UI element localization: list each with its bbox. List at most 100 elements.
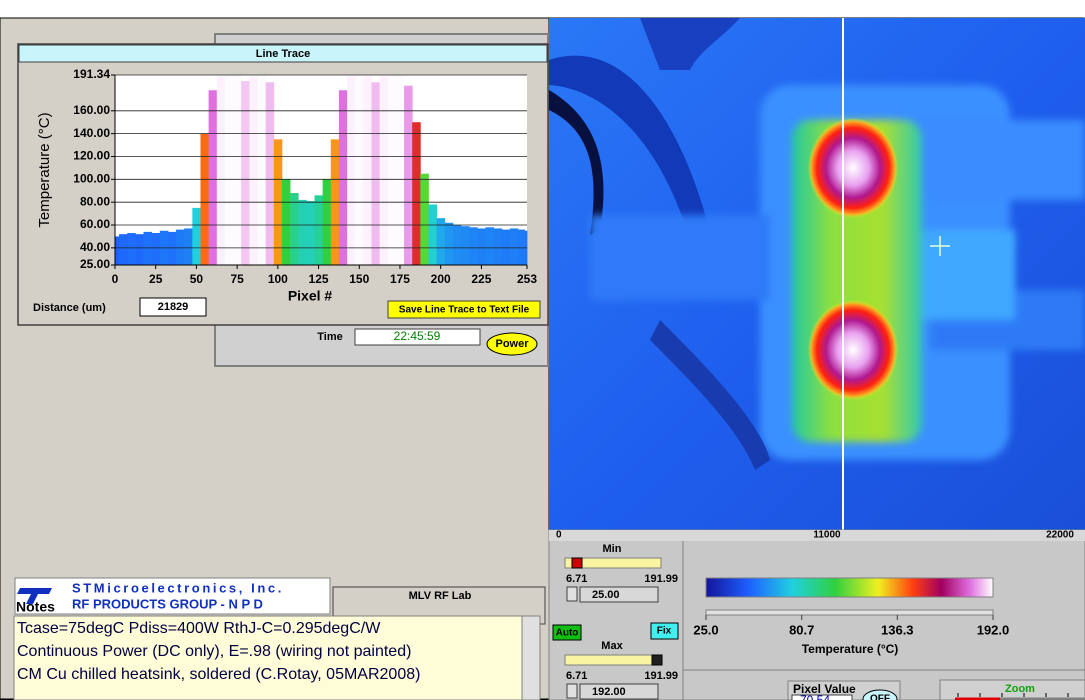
lower-shadow (650, 320, 770, 470)
trace-column (281, 179, 291, 265)
trace-column (412, 122, 421, 265)
hot-zone-bottom (808, 300, 898, 400)
distance-label: Distance (um) (33, 302, 106, 314)
arm-right (900, 120, 1085, 200)
arm-left (590, 215, 770, 300)
st-logo (17, 588, 52, 604)
trace-column (469, 227, 478, 265)
trace-column (192, 207, 201, 265)
notes-scrollbar[interactable] (521, 615, 541, 700)
slider-low: 6.71 (566, 573, 587, 585)
trace-column (428, 204, 438, 265)
y-tick-label: 80.00 (80, 194, 110, 208)
trace-column (224, 75, 234, 265)
trace-column (404, 85, 413, 265)
trace-column (306, 201, 315, 265)
trace-column (249, 76, 258, 265)
trace-column (184, 228, 193, 265)
trace-column (290, 193, 299, 265)
colorbar-tick-label: 25.0 (693, 622, 718, 637)
y-tick-label: 140.00 (73, 126, 110, 140)
fix-button-label[interactable]: Fix (657, 626, 672, 637)
auto-button-label[interactable]: Auto (556, 628, 579, 639)
x-tick-label: 175 (390, 272, 410, 286)
slider-label: Min (603, 543, 622, 555)
notes-label: Notes (16, 599, 55, 615)
distance-field (139, 297, 207, 317)
off-button[interactable] (862, 689, 898, 700)
auto-button[interactable] (552, 624, 582, 641)
trace-column (518, 229, 525, 265)
slider-thumb[interactable] (651, 654, 663, 666)
slider-thumb[interactable] (571, 557, 583, 569)
save-button[interactable] (387, 300, 541, 319)
power-button[interactable] (486, 332, 538, 356)
trace-column (135, 234, 144, 265)
x-tick-label: 200 (431, 272, 451, 286)
cable-upper (640, 18, 740, 70)
y-tick-label: 160.00 (73, 103, 110, 117)
colorbar-scale (705, 609, 994, 616)
spinner-field[interactable] (579, 683, 659, 700)
trace-column (420, 173, 429, 265)
trace-column (151, 233, 161, 265)
x-tick-label: 125 (309, 272, 329, 286)
colorbar-tick-label: 136.3 (881, 622, 914, 637)
spinner-value: 25.00 (592, 589, 620, 601)
trace-column (322, 179, 332, 265)
colorbar-tick-label: 80.7 (789, 622, 814, 637)
trace-column (509, 228, 519, 265)
group-name: RF PRODUCTS GROUP - N P D (72, 596, 263, 611)
hot-zone-top (808, 118, 898, 218)
trace-column (115, 236, 120, 265)
fix-button[interactable] (650, 622, 679, 640)
trace-column (387, 75, 397, 265)
spinner-field[interactable] (579, 586, 659, 603)
trace-column (298, 199, 307, 265)
slider-track[interactable] (564, 654, 662, 666)
trace-column (477, 228, 486, 265)
trace-column (208, 90, 218, 266)
line-trace-title: Line Trace (256, 48, 310, 60)
trace-column (347, 76, 356, 265)
line-trace-titlebar (18, 44, 548, 63)
lab-name: MLV RF Lab (409, 590, 472, 602)
slider-high: 191.99 (644, 670, 678, 682)
off-button-label[interactable]: OFF (870, 694, 890, 700)
logo-box (14, 577, 331, 615)
notes-area (13, 615, 523, 700)
spinner[interactable] (566, 586, 578, 602)
pixel-value-label: Pixel Value (793, 682, 856, 696)
zoom-panel (939, 679, 1085, 700)
x-axis-label: Pixel # (288, 288, 333, 304)
trace-column (265, 82, 275, 265)
x-tick-label: 0 (112, 272, 119, 286)
pixel-value: 70.54 (800, 693, 830, 700)
thermal-image (549, 18, 1085, 530)
y-tick-label: 25.00 (80, 257, 110, 271)
trace-column (216, 76, 226, 265)
slider-track[interactable] (564, 557, 662, 569)
trace-column (233, 75, 242, 265)
image-axis-label: 0 (556, 530, 562, 541)
x-tick-label: 100 (268, 272, 288, 286)
pixel-value-field (791, 694, 853, 700)
colorbar-tick-label: 192.0 (977, 622, 1010, 637)
trace-column (363, 76, 372, 265)
trace-column (379, 76, 389, 265)
image-axis-strip (549, 530, 1085, 541)
trace-column (338, 90, 348, 266)
trace-column (371, 82, 381, 265)
trace-column (493, 228, 503, 265)
trace-column (461, 226, 470, 265)
trace-column (143, 231, 153, 265)
trace-column (395, 75, 405, 265)
trace-column (241, 81, 250, 266)
spinner[interactable] (566, 683, 578, 699)
trace-column (176, 229, 185, 265)
save-button-label[interactable]: Save Line Trace to Text File (399, 305, 530, 316)
power-button-label[interactable]: Power (495, 338, 529, 350)
x-tick-label: 50 (190, 272, 204, 286)
slider-high: 191.99 (644, 573, 678, 585)
